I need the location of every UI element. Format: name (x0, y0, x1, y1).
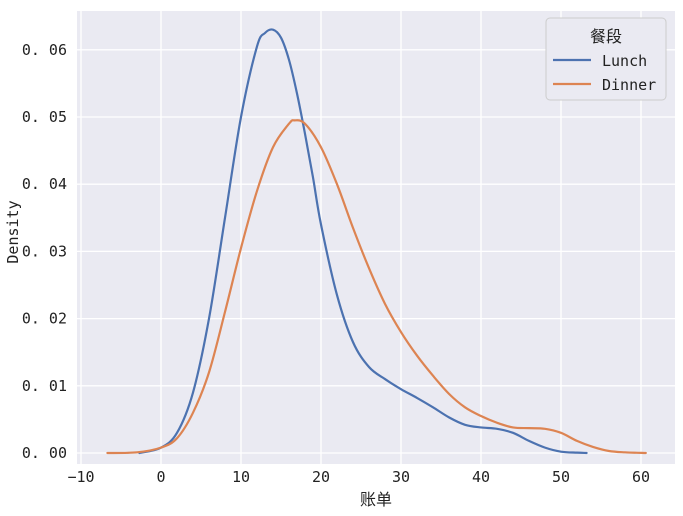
x-tick-label: 10 (232, 468, 250, 486)
legend-box (545, 17, 667, 101)
x-tick-label: 60 (632, 468, 650, 486)
x-tick-label: 0 (156, 468, 165, 486)
legend-title: 餐段 (590, 27, 622, 46)
legend-lunch-label: Lunch (602, 52, 647, 70)
x-axis-label: 账单 (360, 490, 392, 509)
x-tick-label: 30 (392, 468, 410, 486)
y-tick-label: 0. 05 (22, 108, 67, 126)
y-tick-label: 0. 00 (22, 444, 67, 462)
y-axis-label: Density (4, 200, 22, 263)
y-tick-label: 0. 01 (22, 377, 67, 395)
legend: 餐段 Lunch Dinner (545, 17, 667, 101)
y-tick-label: 0. 02 (22, 310, 67, 328)
density-curves (106, 28, 647, 455)
y-axis-ticks: 0. 00 0. 01 0. 02 0. 03 0. 04 0. 05 0. 06 (22, 41, 67, 462)
x-axis-ticks: −10 0 10 20 30 40 50 60 (67, 468, 650, 486)
y-tick-label: 0. 06 (22, 41, 67, 59)
x-tick-label: 40 (472, 468, 490, 486)
x-tick-label: −10 (67, 468, 94, 486)
x-tick-label: 20 (312, 468, 330, 486)
x-tick-label: 50 (552, 468, 570, 486)
y-tick-label: 0. 04 (22, 175, 67, 193)
density-curve-lunch (138, 28, 588, 455)
legend-dinner-label: Dinner (602, 76, 656, 94)
density-curve-dinner (106, 119, 647, 455)
y-tick-label: 0. 03 (22, 242, 67, 260)
